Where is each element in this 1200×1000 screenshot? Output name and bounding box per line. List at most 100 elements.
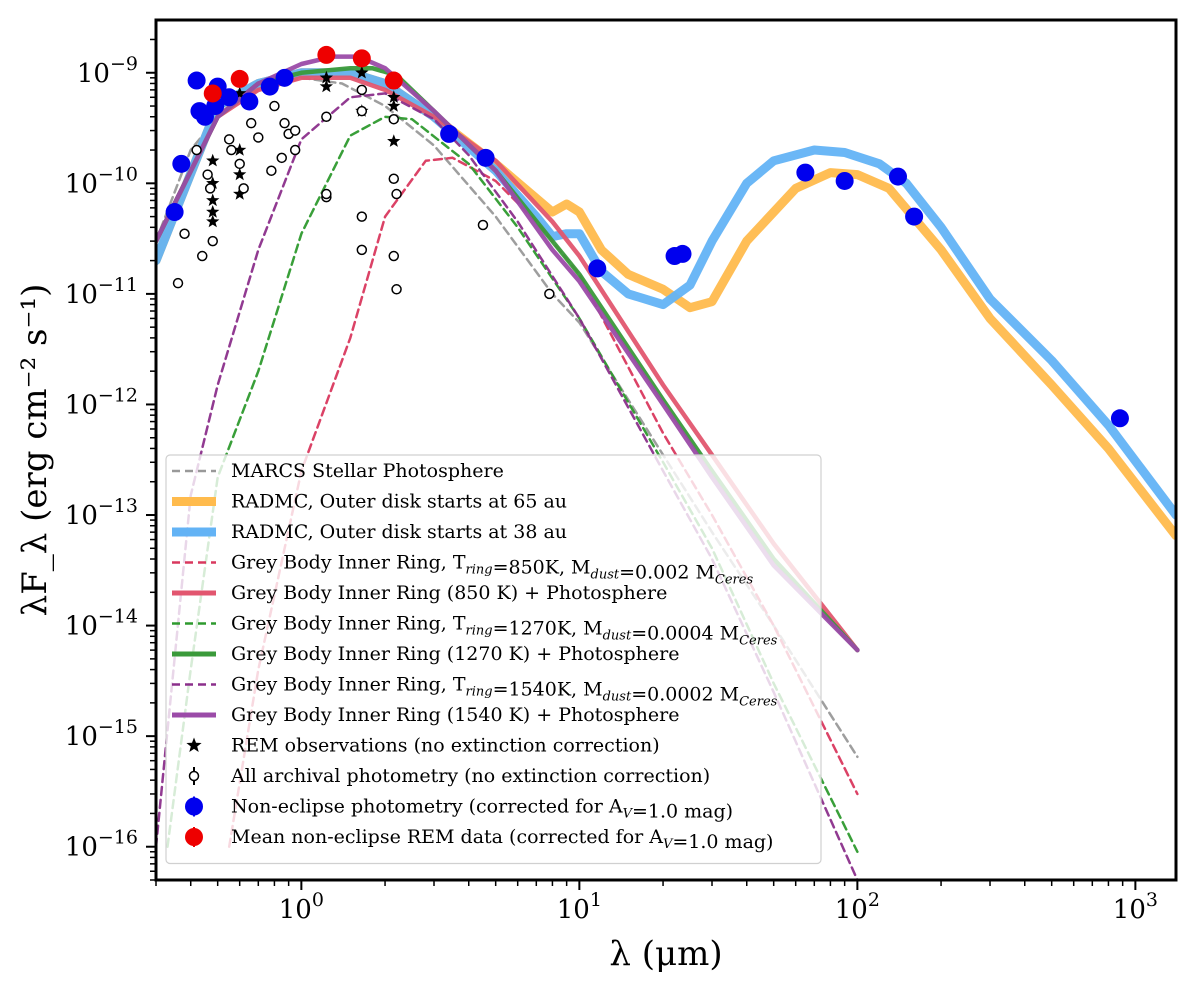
y-tick-label: 10−10 — [65, 163, 138, 199]
series-line-radmc-outer-disk-starts-at-38-au — [156, 68, 1176, 520]
data-point-mean-non-eclipse-rem-data-corrected-for- — [230, 69, 249, 88]
data-point-non-eclipse-photometry-corrected-for-a-v — [905, 207, 924, 226]
x-tick-label: 102 — [835, 889, 880, 925]
data-point-rem-observations-no-extinction-correctio — [206, 205, 220, 218]
legend-item: RADMC, Outer disk starts at 65 au — [172, 491, 567, 513]
data-point-all-archival-photometry-no-extinction-co — [172, 277, 184, 289]
data-point-all-archival-photometry-no-extinction-co — [269, 100, 280, 112]
legend-label: Grey Body Inner Ring (850 K) + Photosphe… — [231, 582, 667, 604]
data-point-non-eclipse-photometry-corrected-for-a-v — [835, 171, 854, 190]
data-point-all-archival-photometry-no-extinction-co — [388, 173, 400, 184]
data-point-all-archival-photometry-no-extinction-co — [279, 117, 290, 129]
legend-item: Grey Body Inner Ring (850 K) + Photosphe… — [172, 582, 667, 604]
data-point-non-eclipse-photometry-corrected-for-a-v — [275, 68, 294, 87]
data-point-rem-observations-no-extinction-correctio — [206, 176, 220, 189]
x-tick-label: 103 — [1113, 889, 1158, 925]
legend-label: Grey Body Inner Ring, Tring=850K, Mdust=… — [231, 552, 753, 588]
data-point-non-eclipse-photometry-corrected-for-a-v — [476, 148, 495, 167]
plot-frame — [154, 18, 1178, 882]
data-point-all-archival-photometry-no-extinction-co — [191, 144, 202, 156]
data-point-mean-non-eclipse-rem-data-corrected-for- — [203, 84, 222, 103]
legend-item: Grey Body Inner Ring, Tring=850K, Mdust=… — [172, 552, 753, 588]
data-point-rem-observations-no-extinction-correctio — [206, 214, 220, 228]
data-point-non-eclipse-photometry-corrected-for-a-v — [172, 154, 191, 173]
legend-item: Grey Body Inner Ring (1540 K) + Photosph… — [172, 704, 679, 726]
data-point-non-eclipse-photometry-corrected-for-a-v — [888, 167, 907, 186]
data-point-all-archival-photometry-no-extinction-co — [391, 188, 402, 200]
data-point-all-archival-photometry-no-extinction-co — [266, 165, 277, 176]
data-point-rem-observations-no-extinction-correctio — [206, 193, 220, 207]
data-point-all-archival-photometry-no-extinction-co — [388, 113, 400, 125]
legend-item: Non-eclipse photometry (corrected for AV… — [185, 796, 733, 823]
data-point-all-archival-photometry-no-extinction-co — [223, 134, 235, 145]
y-tick-label: 10−14 — [65, 606, 138, 642]
x-tick-label: 100 — [279, 889, 324, 925]
legend-label: Grey Body Inner Ring (1540 K) + Photosph… — [231, 704, 679, 726]
data-point-all-archival-photometry-no-extinction-co — [388, 250, 400, 262]
points-layer — [165, 45, 1129, 428]
data-point-all-archival-photometry-no-extinction-co — [289, 144, 301, 156]
data-point-all-archival-photometry-no-extinction-co — [226, 144, 237, 156]
data-point-rem-observations-no-extinction-correctio — [206, 153, 220, 167]
data-point-non-eclipse-photometry-corrected-for-a-v — [165, 203, 184, 222]
legend-item: REM observations (no extinction correcti… — [186, 735, 660, 757]
legend-item: Grey Body Inner Ring (1270 K) + Photosph… — [172, 643, 679, 665]
legend-item: All archival photometry (no extinction c… — [188, 765, 710, 787]
legend-swatch — [186, 737, 202, 752]
data-point-rem-observations-no-extinction-correctio — [319, 79, 333, 93]
data-point-all-archival-photometry-no-extinction-co — [321, 188, 332, 200]
data-point-all-archival-photometry-no-extinction-co — [356, 244, 368, 256]
data-point-rem-observations-no-extinction-correctio — [233, 187, 247, 200]
legend-swatch — [188, 770, 200, 782]
y-tick-label: 10−15 — [65, 716, 138, 752]
data-point-all-archival-photometry-no-extinction-co — [356, 211, 368, 222]
data-point-non-eclipse-photometry-corrected-for-a-v — [1110, 409, 1129, 428]
series-line-grey-body-inner-ring-1540-k-photosphere — [156, 54, 860, 653]
data-point-rem-observations-no-extinction-correctio — [233, 86, 247, 100]
data-point-rem-observations-no-extinction-correctio — [387, 134, 401, 147]
y-tick-label: 10−11 — [65, 274, 138, 310]
data-point-rem-observations-no-extinction-correctio — [233, 143, 247, 156]
legend-item: RADMC, Outer disk starts at 38 au — [172, 521, 567, 543]
legend-label: Grey Body Inner Ring (1270 K) + Photosph… — [231, 643, 679, 665]
data-point-mean-non-eclipse-rem-data-corrected-for- — [384, 71, 403, 90]
y-axis-label: λF_λ (erg cm⁻² s⁻¹) — [15, 284, 55, 617]
y-tick-label: 10−16 — [65, 827, 138, 863]
data-point-non-eclipse-photometry-corrected-for-a-v — [260, 77, 279, 96]
data-point-all-archival-photometry-no-extinction-co — [202, 169, 213, 180]
legend-item: Mean non-eclipse REM data (corrected for… — [185, 826, 773, 853]
data-point-non-eclipse-photometry-corrected-for-a-v — [673, 244, 692, 263]
data-point-rem-observations-no-extinction-correctio — [233, 167, 247, 181]
data-point-rem-observations-no-extinction-correctio — [355, 65, 369, 79]
legend-label: Non-eclipse photometry (corrected for AV… — [231, 796, 733, 823]
data-point-all-archival-photometry-no-extinction-co — [179, 228, 190, 239]
data-point-non-eclipse-photometry-corrected-for-a-v — [796, 163, 815, 182]
legend-box — [165, 454, 822, 865]
y-tick-label: 10−13 — [65, 495, 138, 531]
legend-label: RADMC, Outer disk starts at 38 au — [231, 521, 567, 543]
data-point-all-archival-photometry-no-extinction-co — [245, 117, 257, 129]
data-point-all-archival-photometry-no-extinction-co — [276, 152, 287, 164]
data-point-non-eclipse-photometry-corrected-for-a-v — [588, 259, 607, 278]
data-point-all-archival-photometry-no-extinction-co — [204, 183, 216, 194]
legend-label: Mean non-eclipse REM data (corrected for… — [231, 826, 773, 853]
data-point-mean-non-eclipse-rem-data-corrected-for- — [352, 49, 371, 68]
data-point-non-eclipse-photometry-corrected-for-a-v — [440, 124, 459, 143]
data-point-non-eclipse-photometry-corrected-for-a-v — [187, 71, 206, 90]
data-point-all-archival-photometry-no-extinction-co — [477, 219, 489, 231]
legend-swatch — [185, 797, 203, 816]
ticks-layer: 100 101 102 103 10−16 10−15 10−14 10−13 10−12 10−… — [65, 38, 1158, 925]
data-point-mean-non-eclipse-rem-data-corrected-for- — [317, 45, 336, 64]
legend-label: All archival photometry (no extinction c… — [230, 765, 710, 787]
x-tick-label: 101 — [557, 889, 602, 925]
y-tick-label: 10−9 — [77, 53, 138, 89]
data-point-all-archival-photometry-no-extinction-co — [356, 105, 368, 117]
y-tick-label: 10−12 — [65, 384, 138, 420]
legend-item: MARCS Stellar Photosphere — [172, 460, 504, 482]
x-axis-label: λ (μm) — [609, 934, 722, 974]
data-point-non-eclipse-photometry-corrected-for-a-v — [240, 92, 259, 111]
legend-label: MARCS Stellar Photosphere — [231, 460, 504, 482]
legend-item: Grey Body Inner Ring, Tring=1270K, Mdust… — [172, 613, 778, 649]
data-point-rem-observations-no-extinction-correctio — [387, 99, 401, 112]
